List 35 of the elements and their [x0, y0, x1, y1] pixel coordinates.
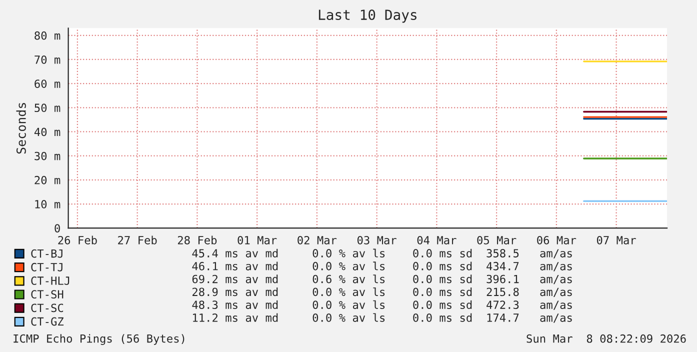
y-tick-label: 0: [54, 224, 60, 233]
x-tick-label: 26 Feb: [58, 236, 97, 244]
text: 46.1 ms av md 0.0 % av ls 0.0 ms sd 434.7 am/as: [192, 262, 572, 272]
text: 45.4 ms av md 0.0 % av ls 0.0 ms sd 358.5 am/as: [192, 248, 572, 258]
legend-label: CT-GZ: [31, 317, 64, 326]
x-tick-label: 05 Mar: [477, 236, 516, 244]
legend-label: CT-SH: [31, 290, 64, 299]
y-tick-label: 70 m: [34, 55, 60, 64]
legend-label: CT-TJ: [31, 262, 62, 272]
y-axis-title: Seconds: [16, 103, 26, 154]
text: Sun Mar 8 08:22:09 2026: [526, 334, 686, 343]
text: 28.9 ms av md 0.0 % av ls 0.0 ms sd 215.8 am/as: [192, 287, 572, 297]
text: 48.3 ms av md 0.0 % av ls 0.0 ms sd 472.3 am/as: [192, 300, 572, 310]
text: ICMP Echo Pings (56 Bytes): [14, 334, 184, 345]
y-tick-label: 30 m: [34, 152, 60, 160]
text: 69.2 ms av md 0.6 % av ls 0.0 ms sd 396.1 am/as: [192, 274, 572, 284]
x-tick-label: 06 Mar: [537, 236, 576, 244]
y-tick-label: 80 m: [34, 31, 60, 40]
legend-label: CT-SC: [31, 304, 64, 312]
legend-label: CT-HLJ: [31, 276, 70, 285]
y-tick-label: 10 m: [35, 200, 60, 208]
x-tick-label: 02 Mar: [298, 236, 337, 244]
x-tick-label: 04 Mar: [417, 236, 456, 244]
x-tick-label: 01 Mar: [238, 236, 277, 244]
x-tick-label: 28 Feb: [178, 236, 217, 244]
x-tick-label: 27 Feb: [118, 236, 157, 244]
chart-title: Last 10 Days: [318, 10, 416, 23]
y-tick-label: 20 m: [34, 176, 60, 184]
y-tick-label: 40 m: [34, 128, 60, 136]
x-tick-label: 07 Mar: [596, 236, 636, 244]
text: 11.2 ms av md 0.0 % av ls 0.0 ms sd 174.7 am/as: [193, 313, 572, 323]
legend-label: CT-BJ: [31, 249, 62, 258]
y-tick-label: 50 m: [34, 104, 60, 112]
x-tick-label: 03 Mar: [357, 236, 396, 244]
y-tick-label: 60 m: [34, 80, 60, 88]
